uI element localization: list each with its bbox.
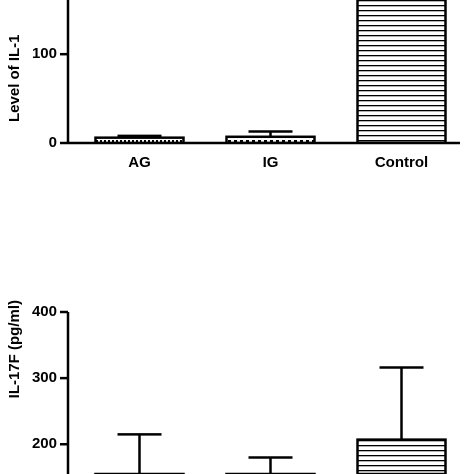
x-tick-label: AG [128,154,151,171]
bar [356,0,447,143]
error-bar [379,366,424,440]
plot [94,0,447,143]
error-bar [248,456,293,474]
y-axis-label: Level of IL-1 [6,34,23,122]
y-tick-label: 0 [49,134,57,151]
error-bar [248,130,293,137]
x-tick-label: IG [263,154,279,171]
error-bar [117,134,162,138]
bar [356,438,447,474]
y-tick-label: 200 [32,435,57,452]
x-tick-label: Control [375,154,428,171]
y-tick-label: 100 [32,45,57,62]
y-tick-label: 400 [32,303,57,320]
error-bar [117,433,162,474]
y-tick-label: 300 [32,369,57,386]
plot [94,366,447,474]
y-axis-label: IL-17F (pg/ml) [6,300,23,398]
